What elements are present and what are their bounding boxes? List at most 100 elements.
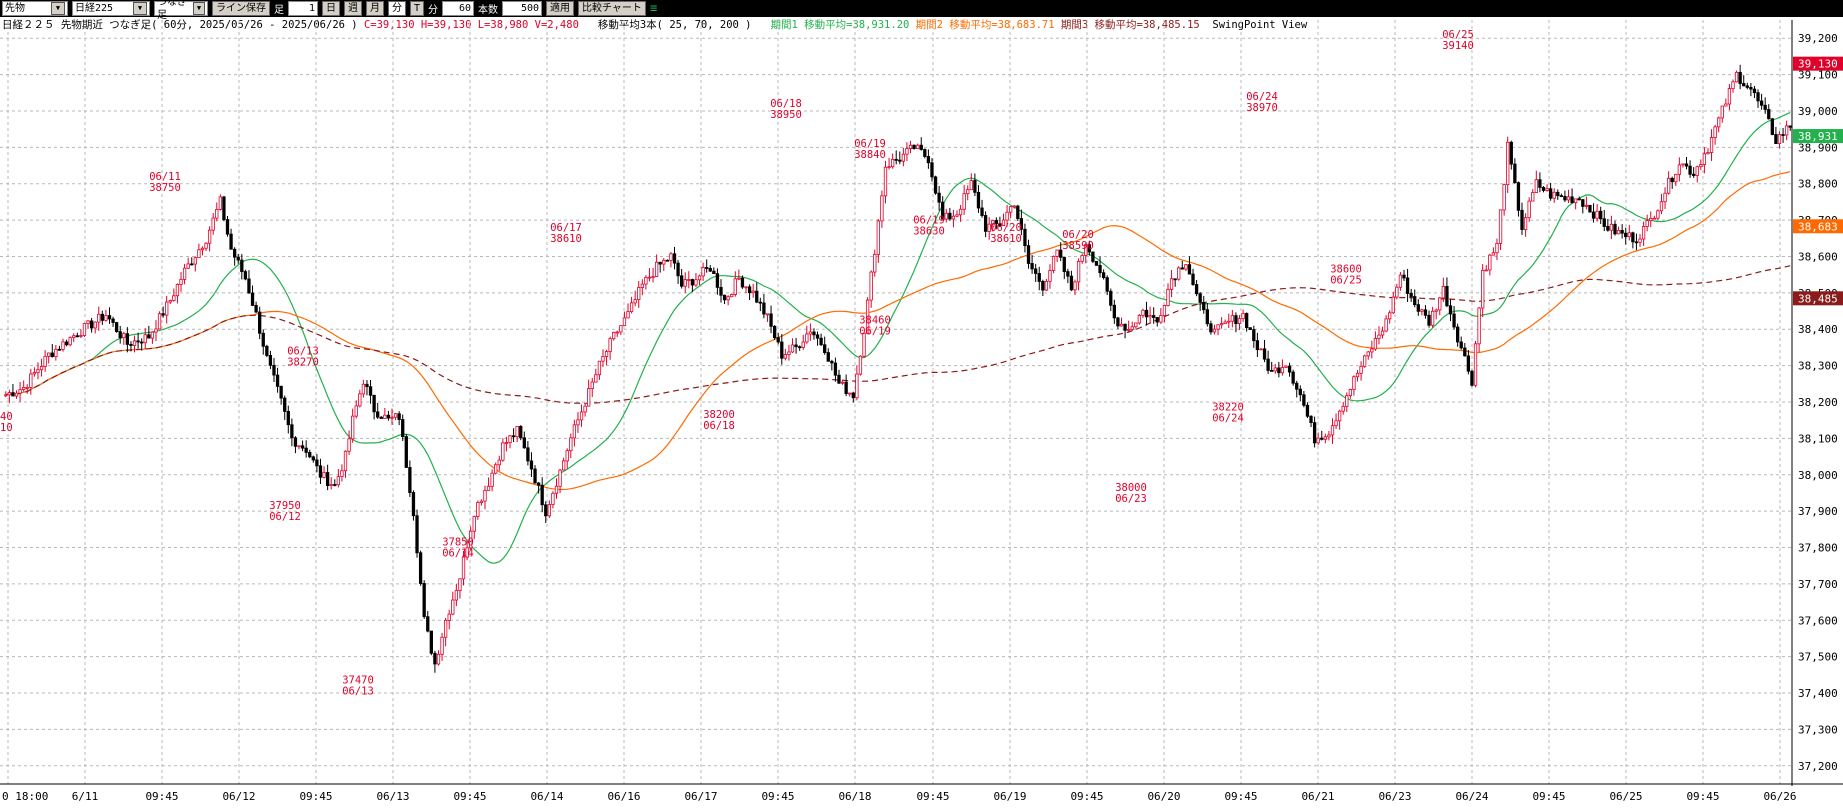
y-tick-label: 38,600 (1798, 250, 1838, 263)
candle-body (794, 344, 798, 348)
compare-chart-button[interactable]: 比較チャート (578, 1, 646, 16)
candle-body (1609, 223, 1614, 231)
candle-body (1223, 321, 1227, 325)
candle-body (93, 321, 97, 329)
candle-body (880, 195, 884, 222)
candle-body (104, 315, 108, 321)
candle-body (747, 286, 752, 294)
period-minute-button[interactable]: 分 (388, 1, 406, 16)
candle-body (247, 278, 251, 294)
candle-body (408, 467, 412, 493)
candle-body (436, 653, 441, 665)
candle-body (1155, 317, 1159, 323)
candle-body (1477, 307, 1481, 345)
period-tick-button[interactable]: T (410, 1, 425, 16)
candle-body (873, 253, 877, 273)
candle-body (347, 438, 351, 452)
swing-label-line: 38610 (990, 233, 1022, 245)
candle-body (1305, 404, 1310, 417)
x-tick-label: 09:45 (1224, 790, 1257, 803)
candle-body (190, 263, 194, 266)
candle-body (426, 616, 430, 632)
swing-label-line: 06/23 (1115, 493, 1147, 505)
candle-body (1727, 88, 1732, 105)
candle-body (1506, 141, 1510, 186)
candle-body (1380, 330, 1385, 336)
candle-body (1688, 165, 1692, 175)
candle-body (730, 294, 734, 298)
candle-body (765, 313, 770, 316)
candle-body (1416, 304, 1420, 312)
period-day-button[interactable]: 日 (322, 1, 340, 16)
bar-type-select[interactable]: つなぎ足 ▼ (154, 0, 208, 21)
period-value-field[interactable]: 1 (288, 1, 318, 16)
candle-body (662, 259, 666, 265)
chevron-down-icon[interactable]: ▼ (133, 2, 147, 15)
candle-body (1198, 293, 1202, 303)
swing-label-line: 38840 (854, 149, 886, 161)
period-week-button[interactable]: 週 (344, 1, 362, 16)
candle-body (672, 253, 677, 264)
candle-body (798, 346, 802, 349)
period-month-button[interactable]: 月 (366, 1, 384, 16)
candle-body (1652, 217, 1656, 220)
candle-body (261, 332, 265, 347)
candle-body (576, 419, 580, 426)
candle-body (401, 419, 405, 437)
candle-body (823, 344, 827, 353)
candle-body (47, 352, 51, 357)
candle-body (862, 332, 866, 357)
candle-body (1448, 305, 1453, 315)
candle-body (690, 279, 695, 286)
candle-body (4, 394, 8, 397)
swing-label-line: 38750 (149, 182, 181, 194)
candle-body (1709, 137, 1714, 153)
market-select[interactable]: 先物 ▼ (2, 1, 68, 16)
candle-body (386, 414, 391, 419)
candle-body (1098, 264, 1102, 274)
candle-body (758, 301, 762, 304)
candle-body (225, 219, 230, 235)
apply-button[interactable]: 適用 (546, 1, 575, 16)
candle-body (565, 450, 569, 462)
candle-body (511, 435, 516, 438)
x-tick-label: 06/13 (376, 790, 409, 803)
candle-body (1666, 177, 1671, 194)
candle-body (1127, 329, 1131, 331)
edge-label: 40 (0, 411, 13, 423)
chevron-down-icon[interactable]: ▼ (193, 2, 205, 15)
chevron-down-icon[interactable]: ▼ (51, 2, 65, 15)
candle-body (97, 313, 101, 323)
candle-body (1430, 310, 1435, 326)
candle-body (1534, 179, 1538, 193)
candle-body (1574, 198, 1578, 204)
candle-body (236, 256, 240, 261)
candle-body (1438, 297, 1442, 311)
instrument-select[interactable]: 日経225 ▼ (72, 1, 150, 16)
minute-value-field[interactable]: 60 (442, 1, 475, 16)
save-line-button[interactable]: ライン保存 (212, 1, 270, 16)
candle-body (411, 492, 416, 517)
candle-body (1516, 182, 1521, 211)
x-tick-label: 06/20 (1147, 790, 1180, 803)
candle-body (991, 220, 995, 225)
candle-body (1788, 125, 1792, 128)
candle-body (1402, 274, 1406, 279)
candle-body (1784, 125, 1789, 136)
candle-body (308, 452, 312, 458)
candles-layer (4, 64, 1792, 673)
candle-body (218, 196, 222, 210)
candle-body (715, 273, 720, 288)
candle-body (1398, 274, 1403, 288)
candle-body (805, 333, 809, 343)
swing-label-line: 06/18 (703, 420, 735, 432)
chart-icon[interactable]: ≡ (649, 1, 658, 15)
candle-body (1734, 71, 1739, 83)
candle-body (11, 392, 15, 397)
candle-body (658, 261, 662, 265)
candle-body (1556, 191, 1560, 197)
count-value-field[interactable]: 500 (502, 1, 543, 16)
